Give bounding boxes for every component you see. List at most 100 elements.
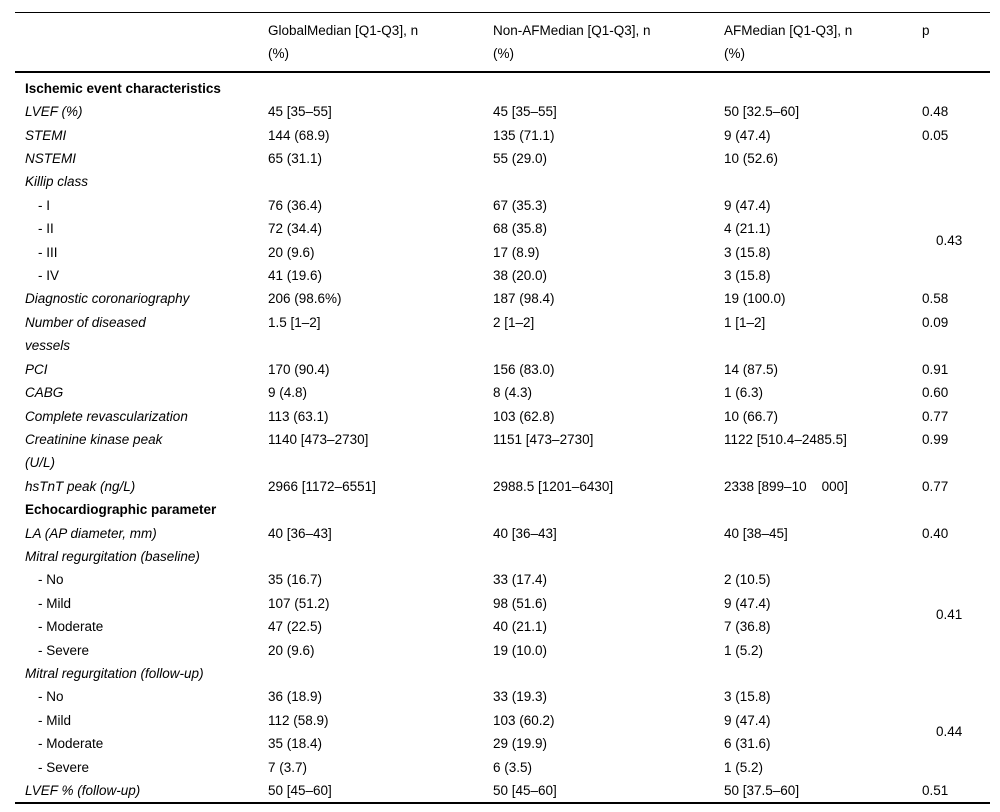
- table-row-mrf-no: - No 36 (18.9) 33 (19.3) 3 (15.8) 0.44: [15, 685, 990, 739]
- cell-global: 9 (4.8): [268, 385, 308, 401]
- table-row-mrf-mild: - Mild 112 (58.9) 103 (60.2) 9 (47.4): [15, 709, 990, 732]
- cell-global: 20 (9.6): [268, 244, 315, 260]
- row-label: - Moderate: [38, 736, 104, 752]
- cell-nonaf: 135 (71.1): [493, 127, 555, 143]
- row-label: Killip class: [25, 174, 89, 190]
- row-label: LA (AP diameter, mm): [25, 525, 157, 541]
- cell-nonaf: 8 (4.3): [493, 385, 533, 401]
- row-label: Creatinine kinase peak (U/L): [25, 431, 163, 471]
- table-row-mrb-no: - No 35 (16.7) 33 (17.4) 2 (10.5) 0.41: [15, 568, 990, 622]
- cell-af: 9 (47.4): [724, 712, 771, 728]
- cell-af: 50 [32.5–60]: [724, 104, 800, 120]
- row-label: hsTnT peak (ng/L): [25, 478, 136, 494]
- cell-nonaf: 50 [45–60]: [493, 783, 557, 798]
- cell-empty: [493, 662, 724, 685]
- cell-global: 170 (90.4): [268, 361, 330, 377]
- cell-empty: [493, 170, 724, 193]
- col-header-empty: [15, 12, 268, 73]
- cell-global: 65 (31.1): [268, 151, 323, 167]
- cell-p: 0.60: [922, 385, 949, 401]
- cell-p: 0.77: [922, 478, 949, 494]
- section-title: Echocardiographic parameter: [25, 502, 217, 518]
- cell-af: 3 (15.8): [724, 689, 771, 705]
- col-header-af: AFMedian [Q1-Q3], n (%): [724, 12, 922, 73]
- cell-global: 35 (18.4): [268, 736, 323, 752]
- table-row-mrf-severe: - Severe 7 (3.7) 6 (3.5) 1 (5.2): [15, 756, 990, 779]
- cell-af: 1 (5.2): [724, 642, 764, 658]
- table-row-lvef-followup: LVEF % (follow-up) 50 [45–60] 50 [45–60]…: [15, 779, 990, 803]
- table-row-killip-4: - IV 41 (19.6) 38 (20.0) 3 (15.8): [15, 264, 990, 287]
- cell-af: 1 [1–2]: [724, 314, 766, 330]
- table-row-mrb-moderate: - Moderate 47 (22.5) 40 (21.1) 7 (36.8): [15, 615, 990, 638]
- table-row-mr-followup: Mitral regurgitation (follow-up): [15, 662, 990, 685]
- cell-nonaf: 67 (35.3): [493, 197, 548, 213]
- table-body: Ischemic event characteristics LVEF (%) …: [15, 72, 990, 804]
- table-row-mrf-moderate: - Moderate 35 (18.4) 29 (19.9) 6 (31.6): [15, 732, 990, 755]
- cell-nonaf: 187 (98.4): [493, 291, 555, 307]
- table-row-killip-2: - II 72 (34.4) 68 (35.8) 4 (21.1): [15, 217, 990, 240]
- cell-empty: [268, 545, 493, 568]
- table-row-mr-baseline: Mitral regurgitation (baseline): [15, 545, 990, 568]
- row-label: CABG: [25, 385, 64, 401]
- cell-af: 50 [37.5–60]: [724, 783, 800, 798]
- cell-af: 14 (87.5): [724, 361, 779, 377]
- cell-nonaf: 17 (8.9): [493, 244, 540, 260]
- cell-global: 107 (51.2): [268, 595, 330, 611]
- cell-p: 0.09: [922, 314, 949, 330]
- cell-p: 0.77: [922, 408, 949, 424]
- cell-af: 2338 [899–10 000]: [724, 478, 848, 494]
- cell-p-empty: [922, 662, 990, 685]
- cell-af: 10 (66.7): [724, 408, 779, 424]
- section-title: Ischemic event characteristics: [25, 80, 221, 96]
- row-label: LVEF (%): [25, 104, 83, 120]
- cell-p: 0.05: [922, 127, 949, 143]
- cell-global: 206 (98.6%): [268, 291, 342, 307]
- cell-global: 40 [36–43]: [268, 525, 332, 541]
- cell-global: 36 (18.9): [268, 689, 323, 705]
- cell-empty: [724, 170, 922, 193]
- cell-nonaf: 55 (29.0): [493, 151, 548, 167]
- cell-af: 3 (15.8): [724, 244, 771, 260]
- cell-global: 1140 [473–2730]: [268, 431, 369, 447]
- section-row-echo: Echocardiographic parameter: [15, 498, 990, 521]
- cell-af: 10 (52.6): [724, 151, 779, 167]
- cell-p-empty: [922, 170, 990, 193]
- table-row-hstnt: hsTnT peak (ng/L) 2966 [1172–6551] 2988.…: [15, 475, 990, 498]
- cell-global: 50 [45–60]: [268, 783, 332, 798]
- cell-nonaf: 33 (19.3): [493, 689, 548, 705]
- cell-af: 9 (47.4): [724, 595, 771, 611]
- cell-global: 47 (22.5): [268, 619, 323, 635]
- cell-global: 72 (34.4): [268, 221, 323, 237]
- table-row-mrb-severe: - Severe 20 (9.6) 19 (10.0) 1 (5.2): [15, 639, 990, 662]
- cell-nonaf: 2 [1–2]: [493, 314, 535, 330]
- cell-nonaf: 6 (3.5): [493, 759, 533, 775]
- cell-nonaf: 98 (51.6): [493, 595, 548, 611]
- row-label: Number of diseased vessels: [25, 314, 146, 354]
- cell-af: 3 (15.8): [724, 268, 771, 284]
- table-row-la-diameter: LA (AP diameter, mm) 40 [36–43] 40 [36–4…: [15, 522, 990, 545]
- table-row-killip-class: Killip class: [15, 170, 990, 193]
- section-row-ischemic: Ischemic event characteristics: [15, 72, 990, 100]
- cell-af: 19 (100.0): [724, 291, 786, 307]
- table-row-stemi: STEMI 144 (68.9) 135 (71.1) 9 (47.4) 0.0…: [15, 124, 990, 147]
- cell-p: 0.48: [922, 104, 949, 120]
- table-row-killip-3: - III 20 (9.6) 17 (8.9) 3 (15.8): [15, 241, 990, 264]
- row-label: - Severe: [38, 759, 90, 775]
- table-row-killip-1: - I 76 (36.4) 67 (35.3) 9 (47.4) 0.43: [15, 194, 990, 248]
- cell-nonaf: 1151 [473–2730]: [493, 431, 594, 447]
- row-label: LVEF % (follow-up): [25, 783, 141, 798]
- col-header-p: p: [922, 12, 990, 73]
- cell-global: 144 (68.9): [268, 127, 330, 143]
- row-label: - Mild: [38, 712, 71, 728]
- cell-global: 35 (16.7): [268, 572, 323, 588]
- cell-af: 1122 [510.4–2485.5]: [724, 431, 847, 447]
- cell-p-mr-followup: 0.44: [936, 724, 963, 740]
- cell-p: 0.58: [922, 291, 949, 307]
- cell-nonaf: 40 [36–43]: [493, 525, 557, 541]
- row-label: NSTEMI: [25, 151, 77, 167]
- cell-nonaf: 68 (35.8): [493, 221, 548, 237]
- cell-af: 9 (47.4): [724, 127, 771, 143]
- table-row-coronariography: Diagnostic coronariography 206 (98.6%) 1…: [15, 287, 990, 310]
- cell-nonaf: 103 (62.8): [493, 408, 555, 424]
- row-label: - Mild: [38, 595, 71, 611]
